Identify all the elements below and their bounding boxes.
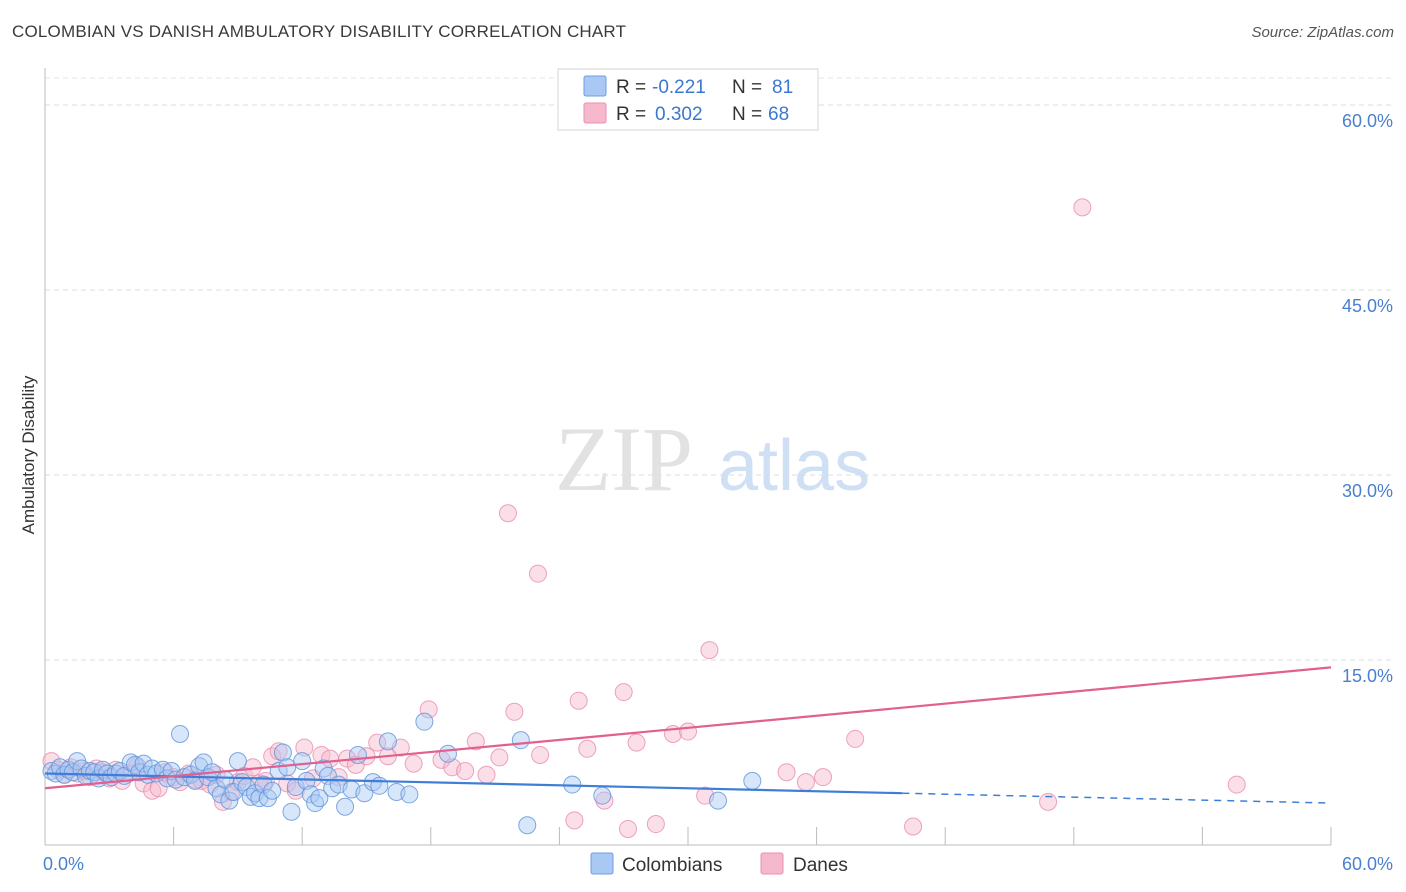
- colombians-point: [415, 712, 434, 731]
- colombians-point: [273, 743, 292, 762]
- legend-danes-label: Danes: [793, 855, 848, 876]
- y-axis-label: Ambulatory Disability: [19, 375, 38, 534]
- colombians-point: [297, 771, 316, 790]
- colombians-point: [310, 789, 329, 808]
- colombians-point: [301, 785, 320, 804]
- colombians-point: [378, 732, 397, 751]
- danes-point: [700, 641, 719, 660]
- danes-point: [498, 504, 517, 523]
- danes-point: [1073, 198, 1092, 217]
- colombians-point: [134, 754, 153, 773]
- colombians-point: [709, 791, 728, 810]
- trend-lines: [44, 666, 1332, 804]
- danes-point: [777, 763, 796, 782]
- danes-points: [42, 198, 1246, 838]
- danes-point: [312, 745, 331, 764]
- y-tick-label: 30.0%: [1342, 481, 1393, 501]
- correlation-legend: R = -0.221 N = 81 R = 0.302 N = 68: [557, 68, 819, 131]
- colombians-point: [278, 758, 297, 777]
- danes-point: [505, 702, 524, 721]
- legend-r-label-1: R =: [616, 77, 646, 98]
- legend-n-value-1: 81: [772, 77, 793, 98]
- colombians-point: [370, 776, 389, 795]
- legend-n-label-1: N =: [732, 77, 762, 98]
- y-tick-label: 45.0%: [1342, 296, 1393, 316]
- colombians-point: [743, 771, 762, 790]
- colombians-trend-line: [44, 772, 903, 795]
- colombians-point: [282, 802, 301, 821]
- chart-title: COLOMBIAN VS DANISH AMBULATORY DISABILIT…: [12, 22, 627, 41]
- series-legend: Colombians Danes: [590, 852, 848, 876]
- y-tick-label: 60.0%: [1342, 111, 1393, 131]
- colombians-point: [336, 797, 355, 816]
- legend-n-value-2: 68: [768, 104, 789, 125]
- colombians-point: [438, 744, 457, 763]
- colombians-point: [293, 752, 312, 771]
- chart-source: Source: ZipAtlas.com: [1251, 24, 1394, 41]
- legend-r-value-2: 0.302: [655, 104, 703, 125]
- colombians-point: [518, 816, 537, 835]
- legend-r-label-2: R =: [616, 104, 646, 125]
- danes-point: [295, 738, 314, 757]
- watermark-atlas: atlas: [718, 426, 870, 506]
- danes-point: [627, 733, 646, 752]
- danes-point: [569, 691, 588, 710]
- legend-n-label-2: N =: [732, 104, 762, 125]
- y-tick-label: 15.0%: [1342, 666, 1393, 686]
- grid-lines: [45, 77, 1393, 661]
- danes-point: [531, 745, 550, 764]
- danes-point: [456, 762, 475, 780]
- x-tick-min: 0.0%: [43, 854, 84, 874]
- colombians-point: [400, 785, 419, 804]
- danes-point: [528, 564, 547, 583]
- watermark-zip: ZIP: [555, 408, 693, 510]
- legend-colombians-swatch: [590, 852, 614, 875]
- legend-colombians-label: Colombians: [622, 855, 722, 876]
- legend-danes-swatch: [760, 852, 784, 875]
- danes-point: [679, 722, 697, 741]
- danes-point: [578, 739, 597, 758]
- danes-point: [904, 817, 923, 836]
- colombians-point: [228, 752, 247, 771]
- danes-point: [814, 768, 833, 787]
- colombians-point: [593, 786, 612, 805]
- y-tick-labels: 15.0% 30.0% 45.0% 60.0%: [1342, 111, 1393, 686]
- danes-point: [646, 815, 665, 834]
- danes-point: [404, 754, 423, 773]
- legend-swatch-pink: [583, 102, 607, 124]
- danes-point: [490, 748, 509, 767]
- danes-point: [1039, 792, 1058, 811]
- colombians-trend-extension: [902, 792, 1332, 804]
- danes-trend-line: [44, 666, 1332, 790]
- danes-point: [796, 773, 815, 792]
- colombians-point: [263, 781, 282, 800]
- legend-r-value-1: -0.221: [652, 77, 706, 98]
- danes-point: [565, 811, 584, 830]
- danes-point: [466, 732, 485, 751]
- colombians-point: [220, 791, 239, 810]
- colombians-point: [511, 731, 530, 750]
- danes-point: [846, 729, 865, 748]
- colombians-point: [171, 725, 190, 743]
- danes-point: [1227, 775, 1246, 794]
- colombians-point: [348, 745, 367, 764]
- danes-point: [477, 765, 496, 784]
- danes-point: [614, 683, 633, 702]
- axes: [44, 68, 1332, 846]
- danes-point: [618, 819, 637, 838]
- legend-swatch-blue: [583, 75, 607, 97]
- x-tick-max: 60.0%: [1342, 854, 1393, 874]
